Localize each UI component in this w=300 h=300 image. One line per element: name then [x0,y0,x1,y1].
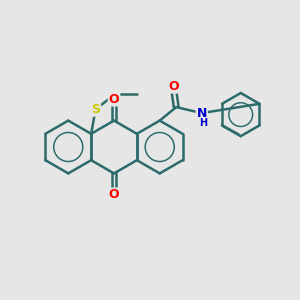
Text: S: S [91,103,100,116]
Text: H: H [199,118,207,128]
Text: O: O [109,92,119,106]
Text: N: N [196,106,207,120]
Text: O: O [168,80,178,93]
Text: O: O [109,188,119,202]
